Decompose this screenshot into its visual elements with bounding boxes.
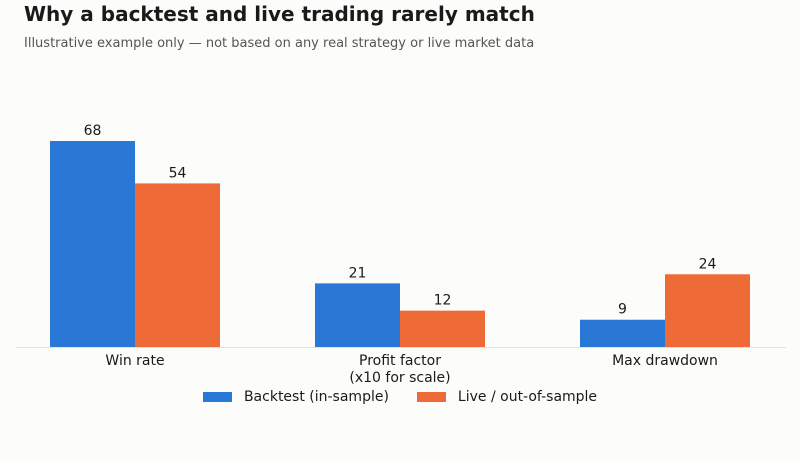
bar-backtest-2 xyxy=(580,319,665,347)
data-label-live-2: 24 xyxy=(699,256,717,272)
legend-item-live: Live / out-of-sample xyxy=(416,389,598,405)
chart-subtitle: Illustrative example only — not based on… xyxy=(24,36,535,51)
chart-title: Why a backtest and live trading rarely m… xyxy=(24,2,535,26)
legend-label-backtest: Backtest (in-sample) xyxy=(243,389,389,405)
bar-live-2 xyxy=(665,274,750,347)
bar-live-0 xyxy=(135,183,220,347)
x-tick-label-1-1: (x10 for scale) xyxy=(349,370,450,386)
data-label-backtest-1: 21 xyxy=(349,265,367,281)
data-label-backtest-0: 68 xyxy=(84,123,102,139)
legend: Backtest (in-sample) Live / out-of-sampl… xyxy=(0,389,800,405)
legend-item-backtest: Backtest (in-sample) xyxy=(202,389,389,405)
bar-backtest-0 xyxy=(50,141,135,347)
bar-backtest-1 xyxy=(315,283,400,347)
legend-swatch-backtest xyxy=(202,392,232,402)
legend-label-live: Live / out-of-sample xyxy=(457,389,598,405)
x-tick-label-0-0: Win rate xyxy=(105,353,164,369)
x-tick-label-2-0: Max drawdown xyxy=(612,353,718,369)
bar-live-1 xyxy=(400,310,485,347)
legend-swatch-live xyxy=(416,392,446,402)
x-tick-label-1-0: Profit factor xyxy=(359,353,441,369)
data-label-backtest-2: 9 xyxy=(618,302,627,318)
data-label-live-0: 54 xyxy=(169,165,187,181)
data-label-live-1: 12 xyxy=(434,293,452,309)
